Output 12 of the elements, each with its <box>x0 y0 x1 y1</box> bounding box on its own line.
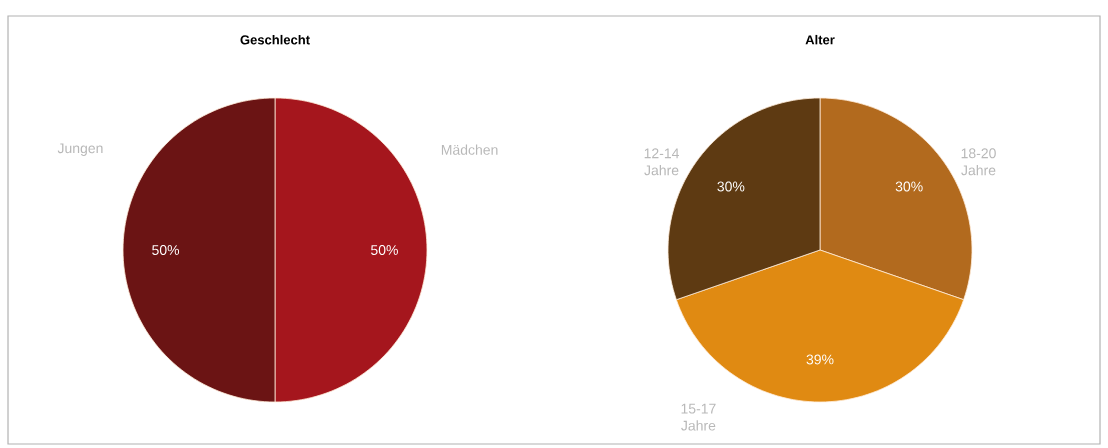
data-label: 39% <box>806 354 834 365</box>
chart-title: Alter <box>805 34 835 45</box>
data-label: 30% <box>717 181 745 192</box>
slice-label: 12-14 Jahre <box>644 148 680 176</box>
slice-label: 18-20 Jahre <box>961 148 996 176</box>
data-label: 30% <box>895 181 923 192</box>
slice-label: 15-17 Jahre <box>681 403 716 431</box>
slice-label: Jungen <box>57 143 103 156</box>
data-label: 50% <box>371 245 398 255</box>
data-label: 50% <box>152 245 180 255</box>
chart-title: Geschlecht <box>240 34 310 45</box>
slice-label: Mädchen <box>441 144 498 155</box>
